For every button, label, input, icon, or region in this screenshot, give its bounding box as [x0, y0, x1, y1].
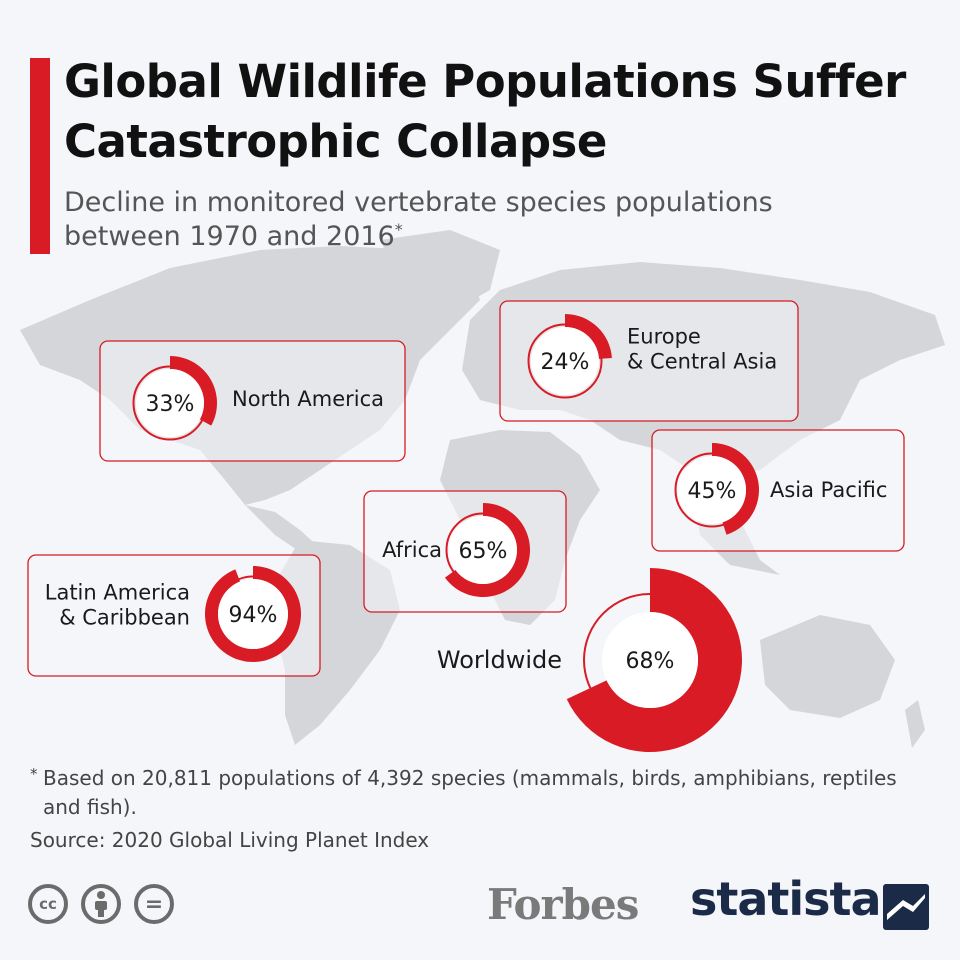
person-icon — [95, 891, 107, 917]
value-label-latin-america-and-caribbean: 94% — [229, 603, 278, 628]
footnote-mark: * — [30, 765, 38, 783]
forbes-logo[interactable]: Forbes — [487, 880, 639, 929]
value-label-africa: 65% — [459, 539, 508, 564]
title-accent-bar — [30, 58, 50, 254]
footnote-text: Based on 20,811 populations of 4,392 spe… — [43, 766, 897, 819]
value-label-asia-pacific: 45% — [688, 479, 737, 504]
attribution-icon[interactable] — [81, 884, 121, 924]
chart-subtitle: Decline in monitored vertebrate species … — [64, 186, 844, 254]
region-label-latin-america-and-caribbean-line-2: & Caribbean — [59, 606, 190, 630]
arc-worldwide — [566, 568, 742, 752]
center-north-america — [136, 369, 204, 437]
value-label-north-america: 33% — [146, 392, 195, 417]
center-latin-america-and-caribbean — [218, 579, 288, 649]
arc-africa — [444, 503, 530, 597]
value-label-europe-and-central-asia: 24% — [541, 350, 590, 375]
value-label-worldwide: 68% — [626, 649, 675, 674]
arc-europe-and-central-asia — [565, 314, 612, 359]
arc-asia-pacific — [712, 443, 759, 535]
arc-north-america — [170, 356, 218, 426]
statista-logo-icon[interactable] — [883, 884, 929, 930]
region-label-africa: Africa — [382, 538, 442, 562]
region-label-europe-and-central-asia-line-1: Europe — [627, 325, 701, 349]
center-asia-pacific — [678, 456, 746, 524]
region-label-latin-america-and-caribbean-line-1: Latin America — [45, 581, 190, 605]
no-derivatives-icon[interactable]: = — [134, 884, 174, 924]
chart-title: Global Wildlife Populations Suffer Catas… — [64, 55, 906, 168]
map-greenland — [380, 230, 500, 310]
region-label-asia-pacific: Asia Pacific — [770, 478, 887, 502]
center-africa — [449, 516, 517, 584]
footnote: * Based on 20,811 populations of 4,392 s… — [30, 764, 930, 822]
source-note: Source: 2020 Global Living Planet Index — [30, 828, 430, 852]
subtitle-footnote-mark: * — [394, 220, 403, 239]
region-label-north-america: North America — [232, 387, 384, 411]
center-europe-and-central-asia — [531, 327, 599, 395]
map-new-zealand — [905, 700, 925, 748]
center-worldwide — [602, 612, 698, 708]
map-australia — [760, 615, 895, 718]
region-label-europe-and-central-asia-line-2: & Central Asia — [627, 350, 777, 374]
statista-logo[interactable]: statista — [690, 872, 882, 926]
creative-commons-icon[interactable]: cc — [28, 884, 68, 924]
subtitle-text: Decline in monitored vertebrate species … — [64, 187, 773, 252]
region-label-worldwide: Worldwide — [437, 646, 562, 674]
license-icons: cc = — [28, 884, 174, 924]
